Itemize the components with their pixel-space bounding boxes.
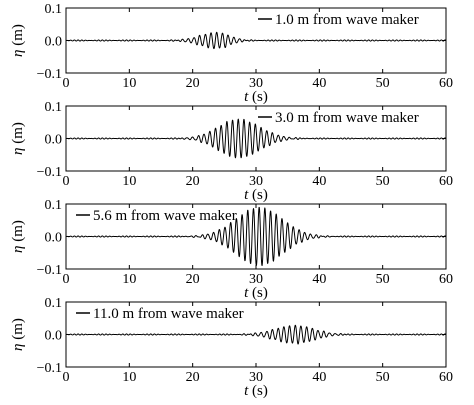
- x-axis-label: t (s): [244, 187, 268, 203]
- x-tick-label: 10: [122, 76, 136, 91]
- x-axis-unit: (s): [248, 285, 268, 301]
- y-tick-label: 0.1: [45, 2, 63, 17]
- x-tick-label: 30: [249, 370, 263, 385]
- x-axis-variable: t: [244, 89, 249, 105]
- y-axis-unit: (m): [10, 24, 26, 49]
- legend-label: 3.0 m from wave maker: [275, 110, 419, 126]
- y-axis-unit: (m): [10, 220, 26, 245]
- y-axis-label: η (m): [10, 122, 26, 155]
- y-axis-variable: η: [10, 245, 26, 252]
- y-tick-label: −0.1: [37, 361, 62, 376]
- x-axis-unit: (s): [248, 187, 268, 203]
- x-axis-label: t (s): [244, 89, 268, 105]
- y-tick-label: −0.1: [37, 165, 62, 180]
- y-tick-label: 0.0: [45, 329, 63, 344]
- y-tick-label: 0.0: [45, 35, 63, 50]
- x-axis-label: t (s): [244, 285, 268, 301]
- y-axis-variable: η: [10, 147, 26, 154]
- y-tick-label: 0.0: [45, 133, 63, 148]
- legend-label: 5.6 m from wave maker: [93, 208, 237, 224]
- x-tick-label: 10: [122, 272, 136, 287]
- surface-elevation-series: [65, 118, 447, 159]
- x-tick-label: 50: [376, 370, 390, 385]
- legend-label: 1.0 m from wave maker: [275, 12, 419, 28]
- x-tick-label: 40: [312, 370, 326, 385]
- legend-label: 11.0 m from wave maker: [93, 306, 244, 322]
- panel-1: 0 10 20 30 40 50 60 0.1 0.0 −0.1 η (m) t (s) 1.0 m f…: [10, 2, 453, 105]
- surface-elevation-series: [65, 206, 447, 267]
- x-tick-label: 60: [439, 272, 453, 287]
- panel-4: 0 10 20 30 40 50 60 0.1 0.0 −0.1 η (m) t (s) 11.0 m …: [10, 296, 453, 399]
- y-tick-label: 0.1: [45, 100, 63, 115]
- x-tick-label: 0: [63, 370, 70, 385]
- x-axis-variable: t: [244, 187, 249, 203]
- x-tick-label: 20: [186, 370, 200, 385]
- x-tick-label: 20: [186, 272, 200, 287]
- y-tick-label: −0.1: [37, 263, 62, 278]
- x-axis-label: t (s): [244, 383, 268, 399]
- x-tick-label: 40: [312, 76, 326, 91]
- x-tick-label: 30: [249, 272, 263, 287]
- y-axis-label: η (m): [10, 24, 26, 57]
- y-axis-label: η (m): [10, 318, 26, 351]
- y-tick-label: −0.1: [37, 67, 62, 82]
- y-axis-label: η (m): [10, 220, 26, 253]
- x-tick-label: 20: [186, 174, 200, 189]
- y-tick-label: 0.1: [45, 296, 63, 311]
- x-tick-label: 60: [439, 370, 453, 385]
- x-axis-unit: (s): [248, 383, 268, 399]
- y-axis-variable: η: [10, 49, 26, 56]
- x-tick-label: 50: [376, 76, 390, 91]
- x-axis-variable: t: [244, 285, 249, 301]
- panel-3: 0 10 20 30 40 50 60 0.1 0.0 −0.1 η (m) t (s) 5.6 m f…: [10, 198, 453, 301]
- x-axis-variable: t: [244, 383, 249, 399]
- x-tick-label: 0: [63, 174, 70, 189]
- x-tick-label: 30: [249, 174, 263, 189]
- surface-elevation-series: [65, 31, 447, 50]
- x-tick-label: 50: [376, 174, 390, 189]
- x-tick-label: 40: [312, 174, 326, 189]
- y-tick-label: 0.1: [45, 198, 63, 213]
- surface-elevation-series: [65, 324, 447, 345]
- x-tick-label: 10: [122, 370, 136, 385]
- x-tick-label: 50: [376, 272, 390, 287]
- x-tick-label: 60: [439, 76, 453, 91]
- x-tick-label: 20: [186, 76, 200, 91]
- x-tick-label: 0: [63, 272, 70, 287]
- panel-2: 0 10 20 30 40 50 60 0.1 0.0 −0.1 η (m) t (s) 3.0 m f…: [10, 100, 453, 203]
- y-axis-variable: η: [10, 343, 26, 350]
- x-tick-label: 40: [312, 272, 326, 287]
- x-tick-label: 60: [439, 174, 453, 189]
- x-tick-label: 30: [249, 76, 263, 91]
- x-axis-unit: (s): [248, 89, 268, 105]
- y-tick-label: 0.0: [45, 231, 63, 246]
- x-tick-label: 10: [122, 174, 136, 189]
- x-tick-label: 0: [63, 76, 70, 91]
- y-axis-unit: (m): [10, 122, 26, 147]
- y-axis-unit: (m): [10, 318, 26, 343]
